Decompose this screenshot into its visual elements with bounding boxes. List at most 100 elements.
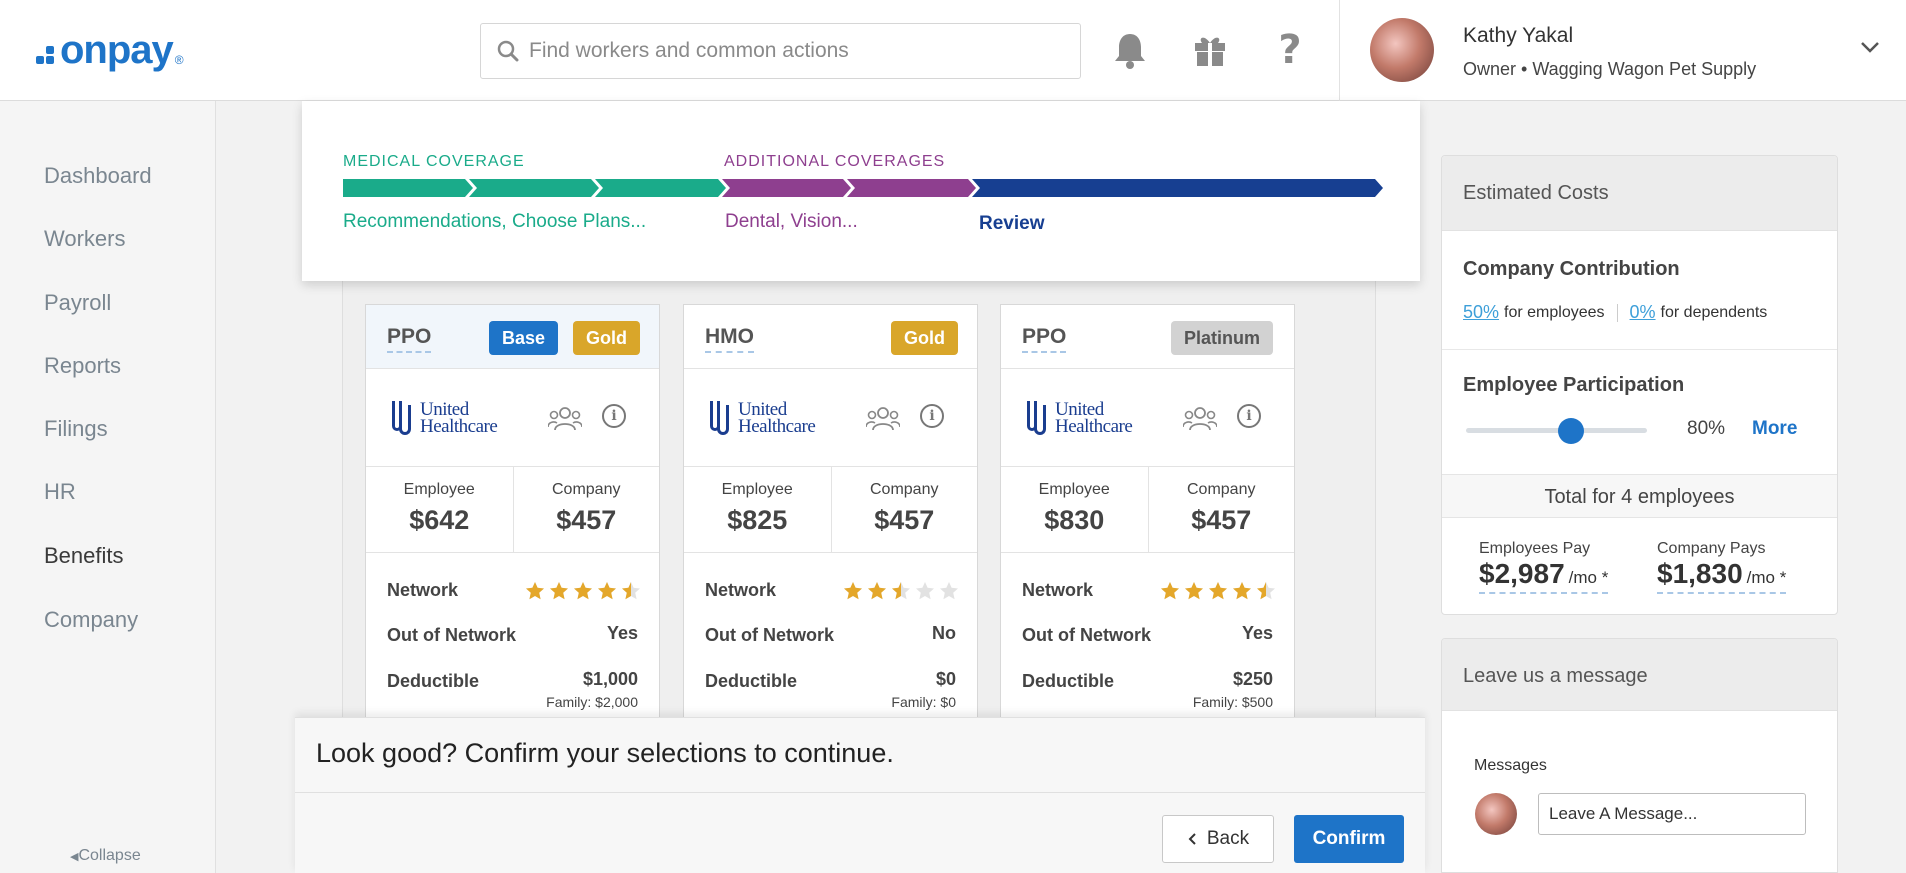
star-icon	[526, 582, 544, 600]
out-of-network-value: Yes	[606, 623, 638, 643]
star-icon	[916, 582, 934, 600]
message-panel: Leave us a message Messages	[1441, 638, 1838, 873]
deductible-value: $0	[935, 669, 956, 689]
user-menu[interactable]: Kathy Yakal Owner • Wagging Wagon Pet Su…	[1339, 0, 1906, 101]
employee-participation-title: Employee Participation	[1463, 374, 1685, 396]
people-group-icon[interactable]	[866, 405, 900, 431]
estimated-costs-panel: Estimated Costs Company Contribution 50%…	[1441, 155, 1838, 615]
deductible-label: Deductible	[705, 671, 798, 691]
out-of-network-value: No	[932, 623, 956, 643]
company-cost-label: Company	[552, 481, 621, 498]
chevron-left-icon: ◀	[70, 851, 79, 863]
network-label: Network	[1022, 580, 1094, 600]
employee-contribution-link[interactable]: 50%	[1463, 302, 1500, 322]
deductible-value: $1,000	[582, 669, 638, 689]
info-icon[interactable]: i	[1237, 404, 1261, 428]
participation-slider-track[interactable]	[1466, 428, 1647, 433]
sidebar-item-reports[interactable]: Reports	[44, 353, 122, 378]
stepper-progress-bar	[343, 179, 1383, 197]
star-icon	[622, 582, 640, 600]
dependent-contribution-link[interactable]: 0%	[1629, 302, 1656, 322]
sidebar: Dashboard Workers Payroll Reports Filing…	[0, 101, 216, 873]
search-box[interactable]	[480, 23, 1081, 79]
star-icon	[574, 582, 592, 600]
plan-card[interactable]: PPO Platinum United Healthcare i Employe…	[1000, 304, 1295, 724]
deductible-label: Deductible	[1022, 671, 1115, 691]
sidebar-item-company[interactable]: Company	[44, 607, 139, 632]
star-icon	[940, 582, 958, 600]
notifications-bell-icon[interactable]	[1108, 28, 1152, 72]
plan-type: PPO	[387, 325, 432, 353]
user-role: Owner • Wagging Wagon Pet Supply	[1463, 59, 1757, 79]
contribution-summary: 50% for employees 0% for dependents	[1463, 302, 1767, 323]
deductible-label: Deductible	[387, 671, 480, 691]
chevron-down-icon[interactable]	[1860, 34, 1880, 60]
participation-value: 80%	[1687, 418, 1726, 439]
confirm-button[interactable]: Confirm	[1294, 815, 1404, 863]
people-group-icon[interactable]	[1183, 405, 1217, 431]
network-label: Network	[705, 580, 777, 600]
participation-slider-handle[interactable]	[1557, 418, 1584, 444]
plan-card[interactable]: HMO Gold United Healthcare i Employee $82…	[683, 304, 978, 724]
gift-icon[interactable]	[1188, 28, 1232, 72]
company-cost: $457	[1191, 505, 1252, 535]
united-healthcare-logo: United Healthcare	[392, 400, 530, 436]
dependent-contribution-suffix: for dependents	[1660, 303, 1768, 321]
badge-base: Base	[489, 321, 559, 355]
plan-card[interactable]: PPO Base Gold United Healthcare i Employ…	[365, 304, 660, 724]
chevron-left-icon	[1188, 833, 1196, 845]
info-icon[interactable]: i	[602, 404, 626, 428]
deductible-family: Family: $2,000	[546, 694, 638, 710]
star-icon	[598, 582, 616, 600]
employees-pay-label: Employees Pay	[1479, 540, 1591, 557]
logo-registered: ®	[174, 52, 184, 67]
search-input[interactable]	[529, 39, 1069, 63]
deductible-family: Family: $0	[891, 694, 956, 710]
people-group-icon[interactable]	[548, 405, 582, 431]
more-link[interactable]: More	[1752, 418, 1798, 439]
star-icon	[1185, 582, 1203, 600]
network-rating-stars	[525, 581, 641, 601]
network-rating-stars	[843, 581, 959, 601]
star-icon	[550, 582, 568, 600]
help-question-icon[interactable]: ?	[1278, 27, 1302, 73]
sidebar-item-dashboard[interactable]: Dashboard	[44, 163, 152, 188]
message-input[interactable]	[1538, 793, 1806, 835]
divider	[1442, 349, 1837, 350]
estimated-costs-title: Estimated Costs	[1463, 182, 1609, 204]
back-button[interactable]: Back	[1162, 815, 1274, 863]
star-icon	[892, 582, 910, 600]
sidebar-item-workers[interactable]: Workers	[44, 226, 126, 251]
employee-cost-label: Employee	[1038, 481, 1110, 498]
network-rating-stars	[1160, 581, 1276, 601]
deductible-value: $250	[1232, 669, 1273, 689]
sidebar-item-filings[interactable]: Filings	[44, 416, 108, 441]
confirm-bar: Look good? Confirm your selections to co…	[295, 717, 1425, 873]
employee-cost: $825	[727, 505, 788, 535]
sidebar-item-hr[interactable]: HR	[44, 479, 76, 504]
info-icon[interactable]: i	[920, 404, 944, 428]
step-additional-sub[interactable]: Dental, Vision...	[725, 211, 858, 232]
user-avatar	[1475, 793, 1517, 835]
company-pays-label: Company Pays	[1657, 540, 1766, 557]
employee-cost-label: Employee	[403, 481, 475, 498]
united-healthcare-logo: United Healthcare	[1027, 400, 1165, 436]
star-icon	[844, 582, 862, 600]
employee-contribution-suffix: for employees	[1504, 303, 1605, 321]
step-review-sub[interactable]: Review	[979, 213, 1045, 234]
step-medical-sub[interactable]: Recommendations, Choose Plans...	[343, 211, 647, 232]
onpay-logo[interactable]: onpay ®	[36, 28, 184, 73]
sidebar-item-payroll[interactable]: Payroll	[44, 290, 112, 315]
plan-type: PPO	[1022, 325, 1067, 353]
sidebar-item-benefits[interactable]: Benefits	[44, 543, 124, 568]
divider	[1616, 303, 1618, 322]
confirm-prompt: Look good? Confirm your selections to co…	[316, 738, 894, 768]
logo-mark-icon	[36, 44, 58, 66]
badge-gold: Gold	[573, 321, 640, 355]
star-icon	[1257, 582, 1275, 600]
network-label: Network	[387, 580, 459, 600]
employee-cost: $642	[409, 505, 470, 535]
search-icon	[497, 40, 519, 62]
out-of-network-label: Out of Network	[705, 625, 834, 645]
collapse-sidebar-button[interactable]: ◀Collapse	[70, 847, 141, 864]
